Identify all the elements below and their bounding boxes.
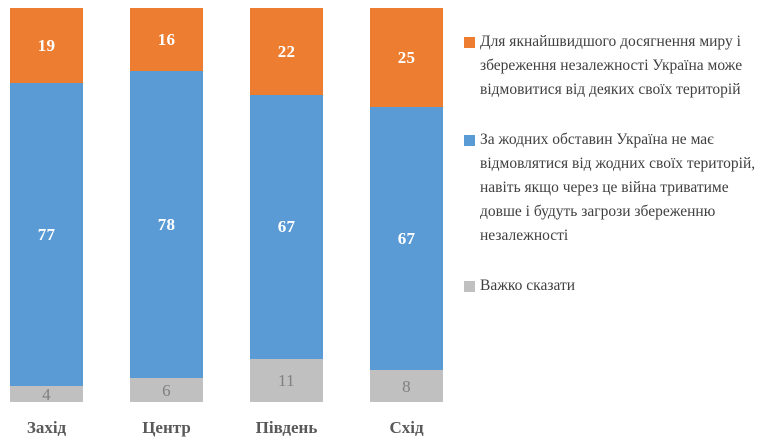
legend-entry-gray[interactable]: Важко сказати	[462, 274, 774, 298]
bar-segment-gray[interactable]: 4	[10, 384, 83, 404]
bar-stack: 22 67 11	[250, 8, 323, 402]
bar-value-label: 19	[37, 35, 56, 55]
bar-value-label: 4	[42, 384, 51, 404]
legend-label: Важко сказати	[480, 277, 576, 294]
bar-segment-gray[interactable]: 6	[130, 378, 203, 402]
bar-segment-blue[interactable]: 67	[250, 94, 323, 359]
category-label-tsentr: Центр	[142, 418, 191, 437]
category-label-skhid: Схід	[389, 418, 424, 437]
bar-value-label: 67	[397, 228, 416, 248]
bar-value-label: 6	[162, 380, 171, 400]
bar-group-zakhid: 19 77 4 Захід	[10, 8, 83, 437]
bar-value-label: 67	[277, 217, 296, 237]
bar-value-label: 16	[157, 30, 176, 50]
bar-segment-orange[interactable]: 22	[250, 8, 323, 95]
category-label-zakhid: Захід	[26, 418, 67, 437]
bar-stack: 16 78 6	[130, 8, 203, 402]
bar-stack: 19 77 4	[10, 8, 83, 404]
bar-segment-blue[interactable]: 77	[10, 82, 83, 387]
legend-swatch-icon	[464, 37, 475, 48]
bar-segment-orange[interactable]: 19	[10, 8, 83, 83]
bar-value-label: 78	[157, 215, 176, 235]
bar-group-skhid: 25 67 8 Схід	[370, 8, 443, 437]
bar-segment-gray[interactable]: 11	[250, 358, 323, 402]
bar-stack: 25 67 8	[370, 8, 443, 402]
legend-swatch-icon	[464, 135, 475, 146]
bar-group-tsentr: 16 78 6 Центр	[130, 8, 203, 437]
bar-value-label: 25	[397, 47, 416, 67]
plot-area: 19 77 4 Захід 16 78 6	[10, 8, 443, 437]
bar-segment-orange[interactable]: 16	[130, 8, 203, 72]
bar-value-label: 8	[402, 376, 411, 396]
bar-segment-orange[interactable]: 25	[370, 8, 443, 107]
legend-entry-blue[interactable]: За жодних обставин Україна не має відмов…	[462, 128, 774, 248]
bar-segment-blue[interactable]: 78	[130, 71, 203, 379]
category-label-pivden: Південь	[255, 418, 318, 437]
bar-segment-gray[interactable]: 8	[370, 370, 443, 402]
legend-label: За жодних обставин Україна не має відмов…	[480, 131, 756, 244]
bar-value-label: 11	[278, 370, 295, 390]
legend-swatch-icon	[464, 281, 475, 292]
bar-value-label: 77	[37, 225, 56, 245]
bar-segment-blue[interactable]: 67	[370, 106, 443, 371]
bar-group-pivden: 22 67 11 Південь	[250, 8, 323, 437]
bar-value-label: 22	[277, 41, 296, 61]
legend-label: Для якнайшвидшого досягнення миру і збер…	[480, 33, 743, 98]
chart-legend: Для якнайшвидшого досягнення миру і збер…	[462, 30, 774, 312]
legend-entry-orange[interactable]: Для якнайшвидшого досягнення миру і збер…	[462, 30, 774, 102]
